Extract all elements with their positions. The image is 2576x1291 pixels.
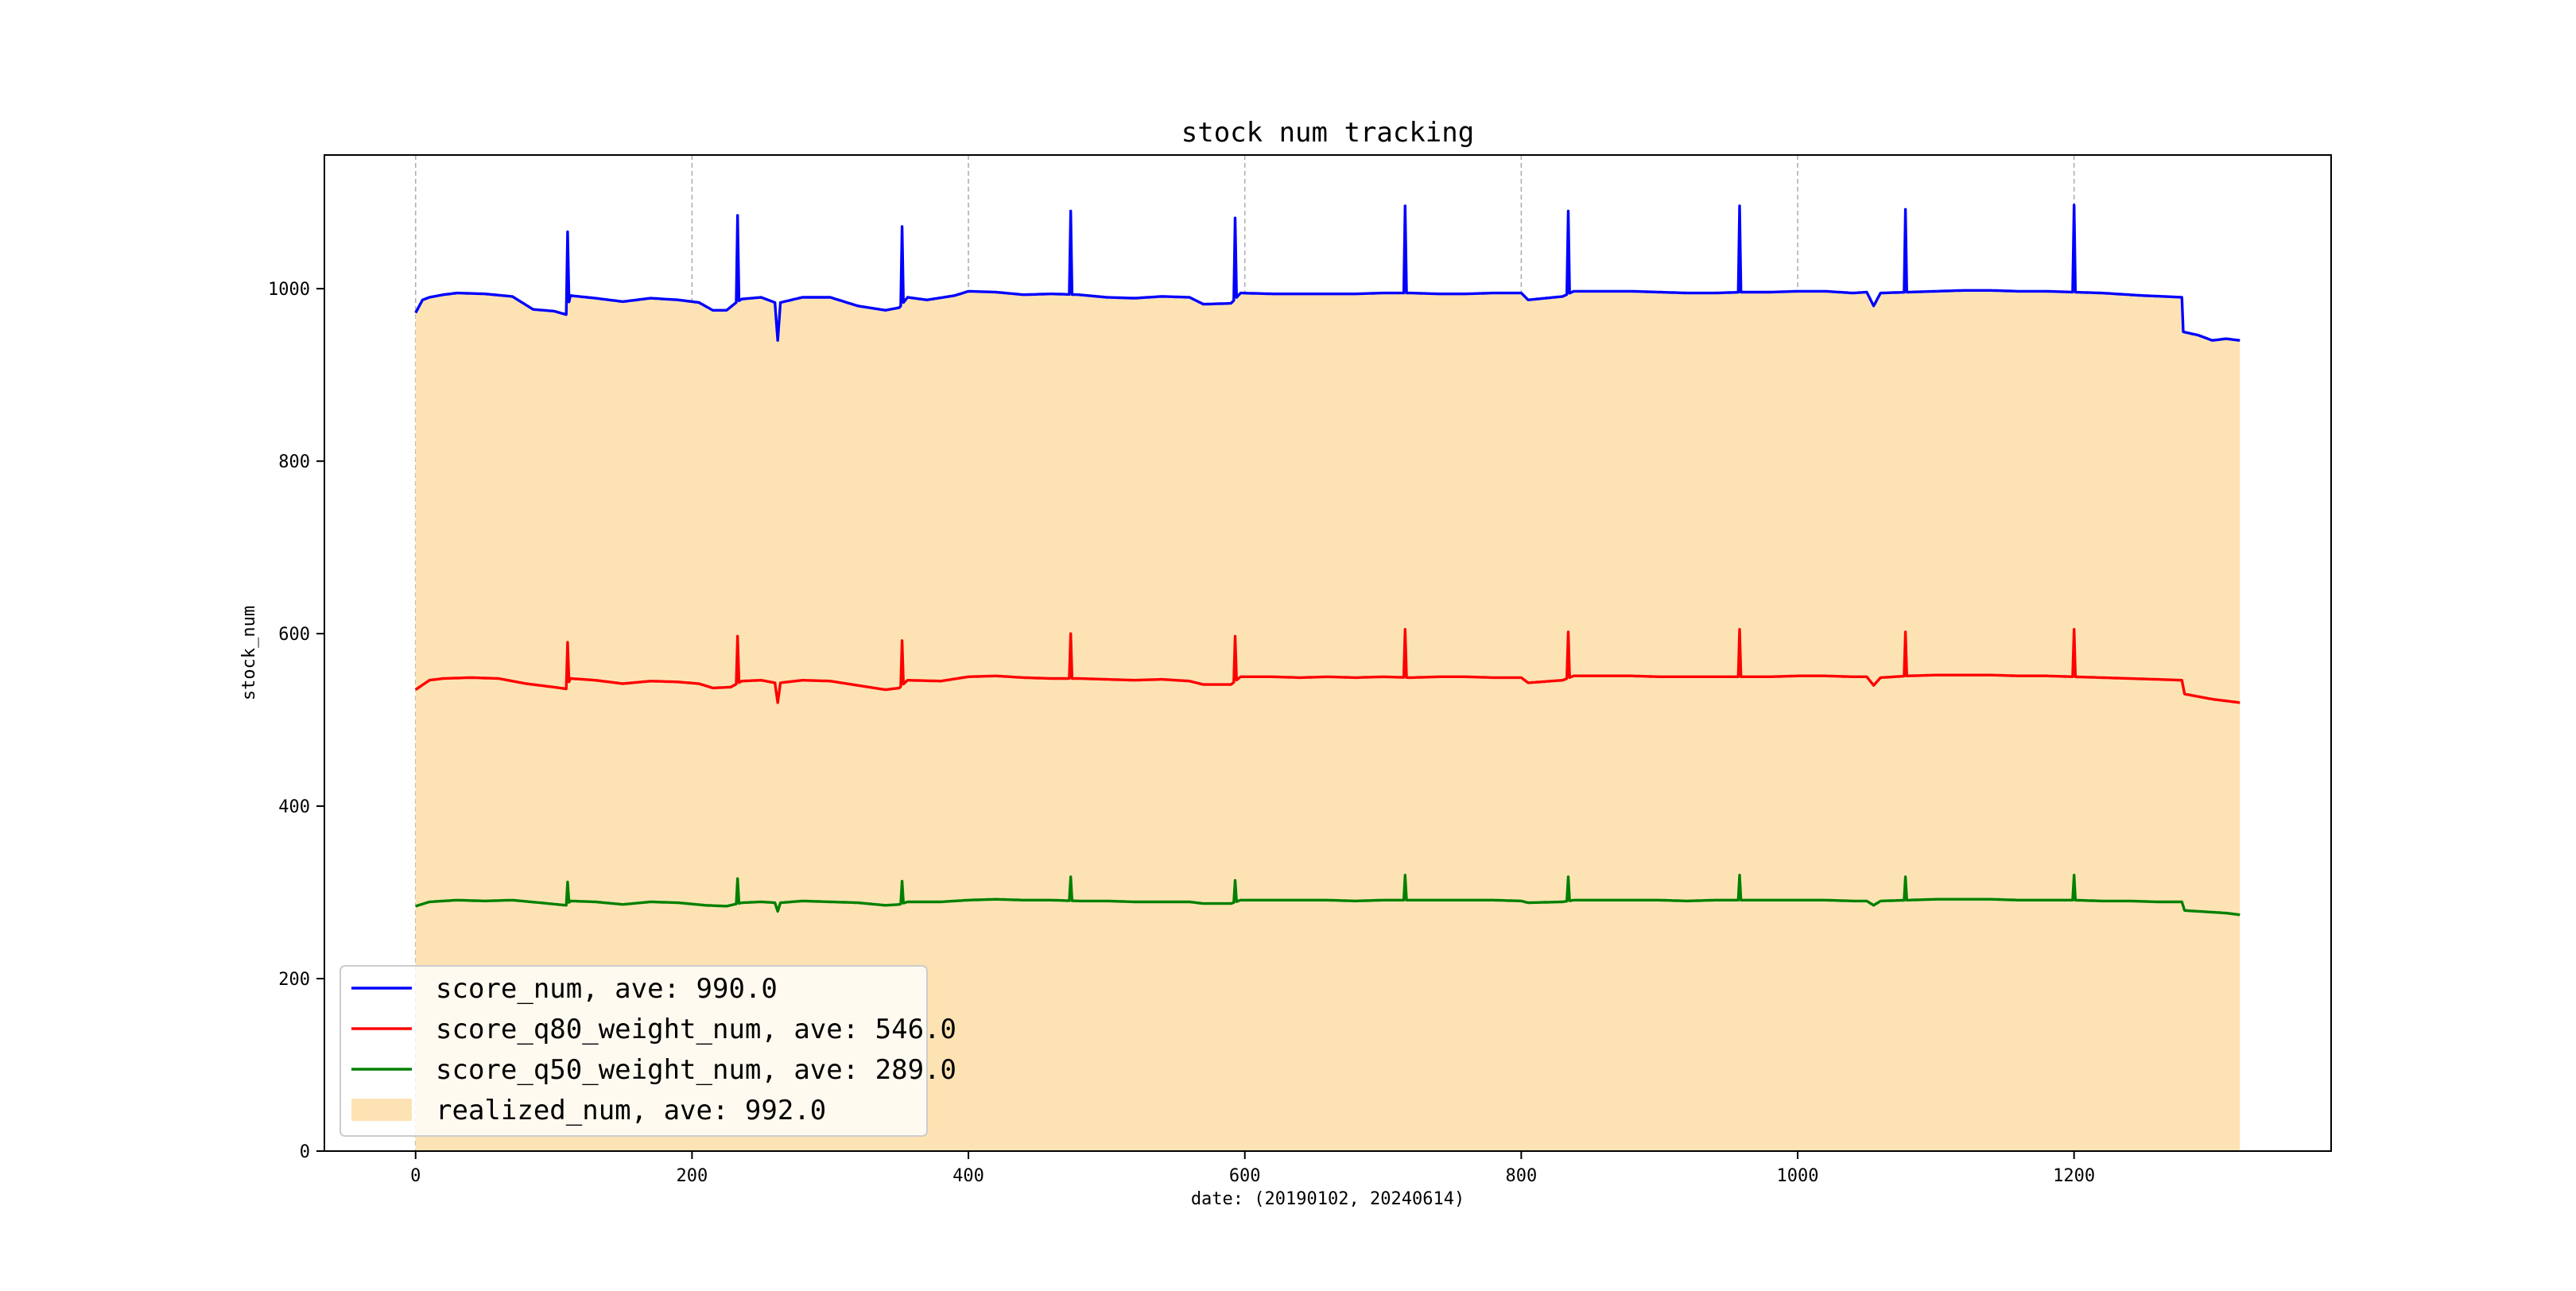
legend-label: score_q80_weight_num, ave: 546.0 (436, 1014, 956, 1045)
chart-title: stock num tracking (1181, 117, 1474, 149)
legend-swatch-area (351, 1099, 412, 1121)
y-axis-label: stock_num (239, 606, 259, 700)
y-tick-label: 800 (278, 452, 310, 472)
x-tick-label: 1000 (1777, 1166, 1819, 1186)
y-tick-label: 0 (300, 1142, 310, 1162)
y-tick-label: 600 (278, 625, 310, 645)
x-axis-label: date: (20190102, 20240614) (1191, 1189, 1465, 1209)
x-tick-label: 0 (410, 1166, 421, 1186)
legend-label: score_num, ave: 990.0 (436, 973, 778, 1005)
x-tick-label: 600 (1229, 1166, 1261, 1186)
y-tick-label: 200 (278, 970, 310, 990)
plot-frame (324, 154, 2332, 1152)
tick-layer: 0 200 400 600 800 1000 1200 0 200 400 600 800 1000 (268, 280, 2095, 1186)
legend-label: score_q50_weight_num, ave: 289.0 (436, 1054, 956, 1086)
x-tick-label: 400 (952, 1166, 984, 1186)
line-layer (414, 204, 2240, 917)
y-tick-label: 400 (278, 797, 310, 817)
legend: score_num, ave: 990.0 score_q80_weight_nu… (339, 965, 956, 1137)
legend-label: realized_num, ave: 992.0 (436, 1095, 826, 1126)
series-line-2 (414, 628, 2240, 704)
x-tick-label: 800 (1505, 1166, 1537, 1186)
series-line-3 (415, 874, 2240, 917)
x-tick-label: 200 (677, 1166, 708, 1186)
legend-box (339, 965, 928, 1137)
series-line-1 (414, 204, 2240, 342)
y-tick-label: 1000 (268, 280, 310, 300)
x-tick-label: 1200 (2053, 1166, 2095, 1186)
